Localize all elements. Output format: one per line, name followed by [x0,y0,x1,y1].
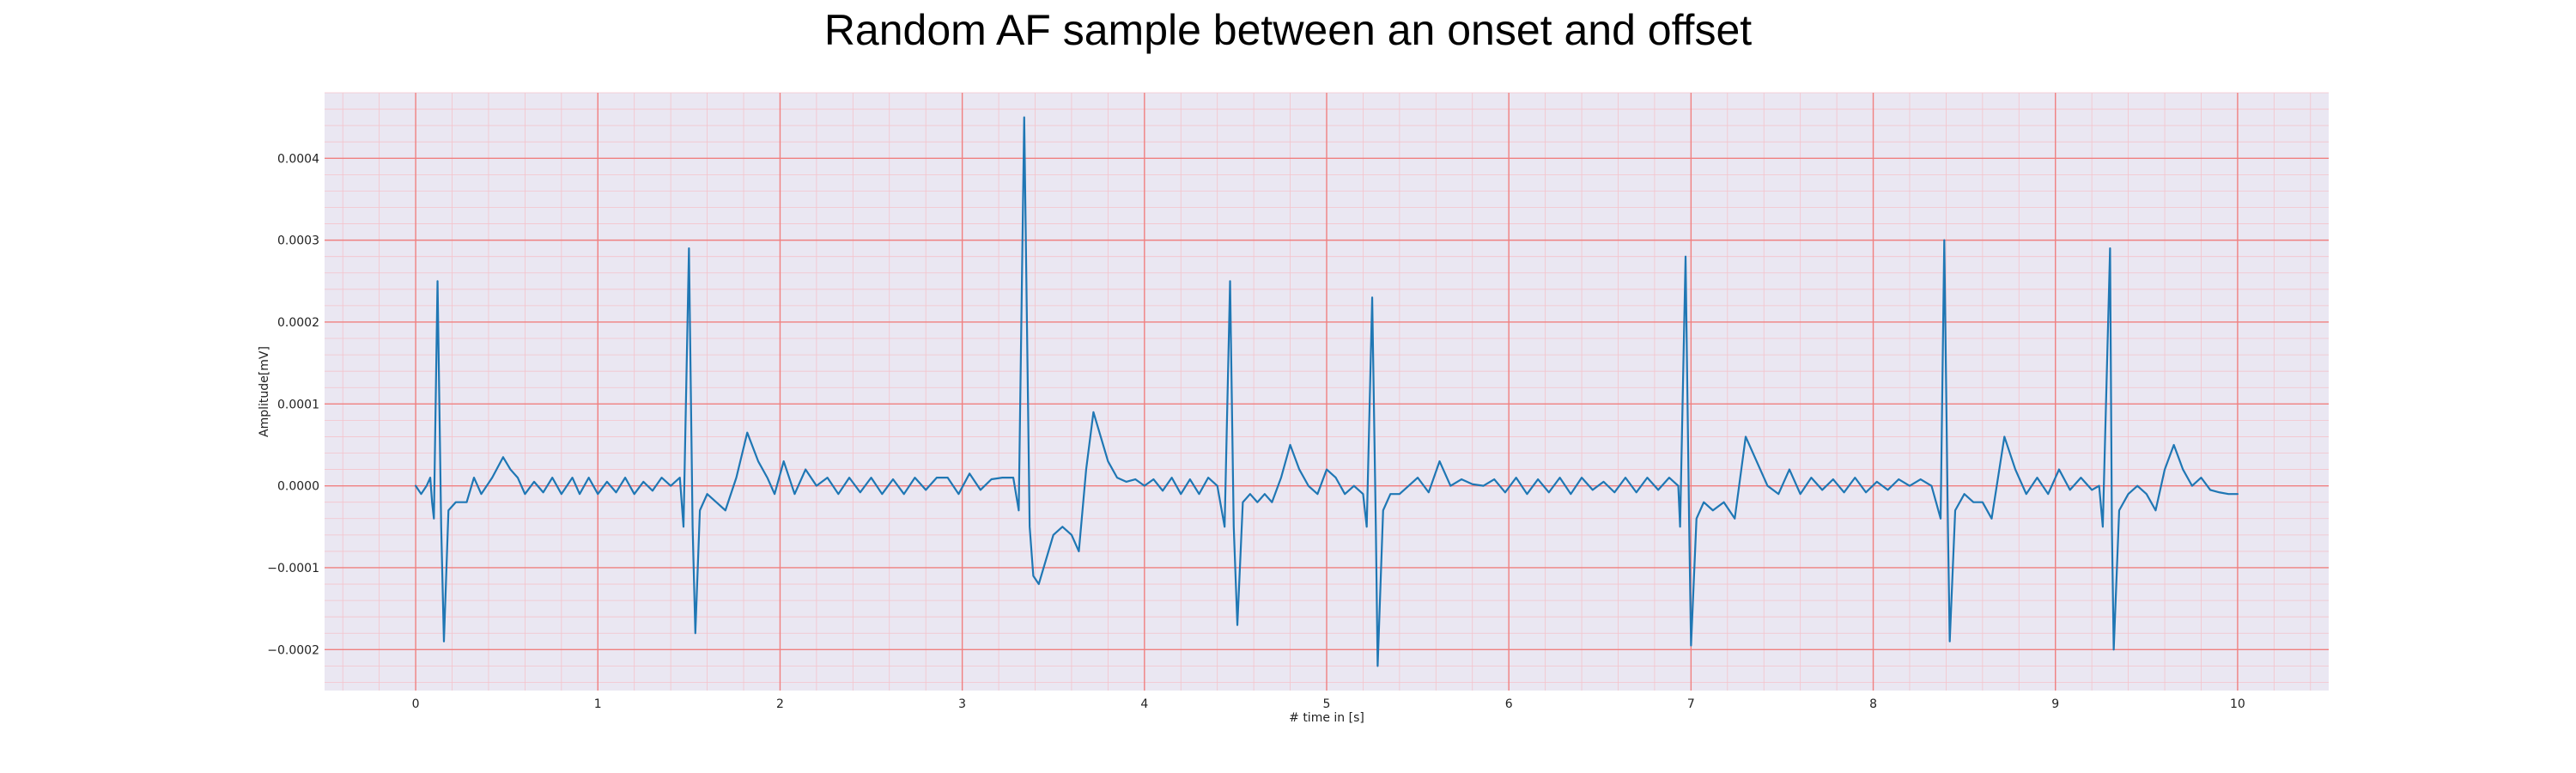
chart-title: Random AF sample between an onset and of… [824,6,1752,54]
y-tick-label: 0.0004 [277,152,319,166]
x-tick-label: 8 [1869,697,1877,711]
y-axis-label: Amplitude[mV] [258,346,271,437]
y-tick-label: −0.0002 [267,643,319,657]
y-tick-label: −0.0001 [267,562,319,575]
y-tick-label: 0.0003 [277,234,319,248]
y-tick-labels: −0.0002 −0.0001 0.0000 0.0001 0.0002 0.0003 0.… [267,152,319,657]
x-tick-label: 0 [412,697,420,711]
x-tick-label: 2 [776,697,784,711]
y-tick-label: 0.0000 [277,480,319,494]
x-tick-label: 10 [2230,697,2245,711]
series-layer [414,116,2239,667]
x-tick-label: 7 [1687,697,1695,711]
x-tick-label: 5 [1323,697,1331,711]
x-axis-label: # time in [s] [1289,711,1364,725]
x-tick-label: 3 [958,697,966,711]
major-gridlines [325,93,2329,691]
y-tick-label: 0.0001 [277,398,319,411]
x-tick-label: 6 [1505,697,1513,711]
series-line [414,116,2239,667]
x-tick-label: 9 [2051,697,2059,711]
x-tick-label: 1 [594,697,602,711]
x-tick-label: 4 [1140,697,1148,711]
y-tick-label: 0.0002 [277,316,319,330]
x-tick-labels: 0 1 2 3 4 5 6 7 8 9 10 [412,697,2245,711]
